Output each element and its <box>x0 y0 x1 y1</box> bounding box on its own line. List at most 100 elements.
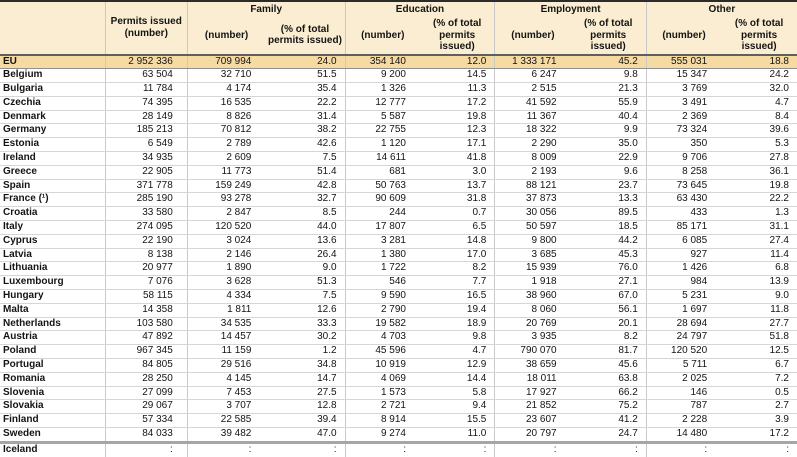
employment-percent-cell: 21.3 <box>570 82 647 97</box>
table-header: Permits issued (number) Family Education… <box>0 1 797 56</box>
employment-number-cell: 37 873 <box>494 192 571 208</box>
country-cell: Sweden <box>0 427 106 443</box>
permits-cell: 63 504 <box>104 68 188 84</box>
permits-cell: 8 138 <box>104 248 188 263</box>
other-number-cell: 1 426 <box>645 261 722 277</box>
other-group-header: Other <box>645 1 797 17</box>
country-cell: Netherlands <box>0 317 106 332</box>
employment-percent-cell: 24.7 <box>570 427 647 443</box>
family-number-cell: 16 535 <box>186 96 266 111</box>
education-number-cell: 5 587 <box>344 110 420 125</box>
table-row: Poland 967 345 11 159 1.2 45 596 4.7 790 070 81… <box>0 344 797 360</box>
country-cell: Luxembourg <box>0 275 106 291</box>
employment-number-cell: 790 070 <box>494 344 571 360</box>
other-number-cell: 28 694 <box>645 317 722 332</box>
other-percent-cell: 27.4 <box>721 234 797 249</box>
education-number-cell: 1 380 <box>344 248 420 263</box>
permits-cell: 22 190 <box>104 234 188 249</box>
permits-cell: 11 784 <box>104 82 188 97</box>
education-percent-cell: 0.7 <box>419 206 495 222</box>
country-cell: Hungary <box>0 289 106 304</box>
education-percent-cell: 7.7 <box>419 275 495 291</box>
education-number-cell: : <box>344 440 420 457</box>
family-number-cell: 1 890 <box>186 261 266 277</box>
employment-percent-cell: 9.9 <box>570 123 647 139</box>
family-number-cell: 11 159 <box>186 344 266 360</box>
family-number-header: (number) <box>186 17 266 56</box>
other-number-cell: 350 <box>645 137 722 153</box>
table-row: Cyprus 22 190 3 024 13.6 3 281 14.8 9 800 44.2 6… <box>0 234 797 249</box>
family-percent-cell: 12.8 <box>265 399 346 415</box>
education-percent-cell: 14.5 <box>419 68 495 84</box>
family-percent-cell: 35.4 <box>265 82 346 97</box>
permits-cell: 84 033 <box>104 427 188 443</box>
employment-group-header: Employment <box>494 1 647 17</box>
other-percent-cell: 7.2 <box>721 372 797 387</box>
education-number-cell: 1 722 <box>344 261 420 277</box>
other-percent-cell: 32.0 <box>721 82 797 97</box>
education-number-cell: 9 590 <box>344 289 420 304</box>
family-number-cell: 22 585 <box>186 413 266 429</box>
other-number-cell: 984 <box>645 275 722 291</box>
country-cell: Lithuania <box>0 261 106 277</box>
table-row: Ireland 34 935 2 609 7.5 14 611 41.8 8 009 22.9… <box>0 151 797 166</box>
other-percent-cell: 11.8 <box>721 303 797 318</box>
other-number-cell: 787 <box>645 399 722 415</box>
group-header-row: Permits issued (number) Family Education… <box>0 1 797 56</box>
family-number-cell: 93 278 <box>186 192 266 208</box>
employment-number-cell: 3 685 <box>494 248 571 263</box>
family-percent-cell: 9.0 <box>265 261 346 277</box>
other-number-cell: 2 369 <box>645 110 722 125</box>
table-row: Austria 47 892 14 457 30.2 4 703 9.8 3 935 8.2 2… <box>0 330 797 346</box>
employment-number-cell: 18 322 <box>494 123 571 139</box>
other-number-cell: 14 480 <box>645 427 722 443</box>
other-percent-cell: 9.0 <box>721 289 797 304</box>
education-percent-cell: 15.5 <box>419 413 495 429</box>
employment-percent-cell: 63.8 <box>570 372 647 387</box>
country-cell: EU <box>0 54 106 70</box>
education-number-cell: 14 611 <box>344 151 420 166</box>
employment-number-cell: 11 367 <box>494 110 571 125</box>
country-cell: Romania <box>0 372 106 387</box>
country-cell: Germany <box>0 123 106 139</box>
other-percent-cell: 18.8 <box>721 54 797 70</box>
other-number-cell: 120 520 <box>645 344 722 360</box>
employment-number-cell: 20 797 <box>494 427 571 443</box>
employment-number-cell: 6 247 <box>494 68 571 84</box>
family-percent-cell: 30.2 <box>265 330 346 346</box>
employment-number-cell: 21 852 <box>494 399 571 415</box>
employment-percent-cell: 41.2 <box>570 413 647 429</box>
other-number-cell: 73 324 <box>645 123 722 139</box>
education-number-cell: 45 596 <box>344 344 420 360</box>
education-number-cell: 1 120 <box>344 137 420 153</box>
family-percent-cell: 38.2 <box>265 123 346 139</box>
education-number-cell: 1 573 <box>344 386 420 401</box>
employment-percent-cell: 40.4 <box>570 110 647 125</box>
table-row: Denmark 28 149 8 826 31.4 5 587 19.8 11 367 40.… <box>0 110 797 125</box>
education-number-cell: 50 763 <box>344 179 420 194</box>
employment-percent-cell: 67.0 <box>570 289 647 304</box>
education-number-cell: 1 326 <box>344 82 420 97</box>
table-row: Malta 14 358 1 811 12.6 2 790 19.4 8 060 56.1 1 … <box>0 303 797 318</box>
employment-number-cell: 17 927 <box>494 386 571 401</box>
family-number-cell: 3 628 <box>186 275 266 291</box>
education-number-cell: 4 703 <box>344 330 420 346</box>
other-number-cell: 24 797 <box>645 330 722 346</box>
table-row: Iceland::::::::: <box>0 440 797 457</box>
family-percent-cell: 27.5 <box>265 386 346 401</box>
education-number-cell: 12 777 <box>344 96 420 111</box>
education-percent-cell: 4.7 <box>419 344 495 360</box>
country-cell: Malta <box>0 303 106 318</box>
other-percent-cell: 5.3 <box>721 137 797 153</box>
education-percent-cell: 12.3 <box>419 123 495 139</box>
employment-number-cell: 41 592 <box>494 96 571 111</box>
education-number-cell: 681 <box>344 165 420 180</box>
employment-percent-cell: 55.9 <box>570 96 647 111</box>
permits-cell: 57 334 <box>104 413 188 429</box>
other-number-cell: 146 <box>645 386 722 401</box>
family-percent-cell: 51.5 <box>265 68 346 84</box>
employment-number-cell: 23 607 <box>494 413 571 429</box>
other-number-cell: 15 347 <box>645 68 722 84</box>
family-number-cell: : <box>186 440 266 457</box>
education-percent-cell: 12.9 <box>419 358 495 373</box>
